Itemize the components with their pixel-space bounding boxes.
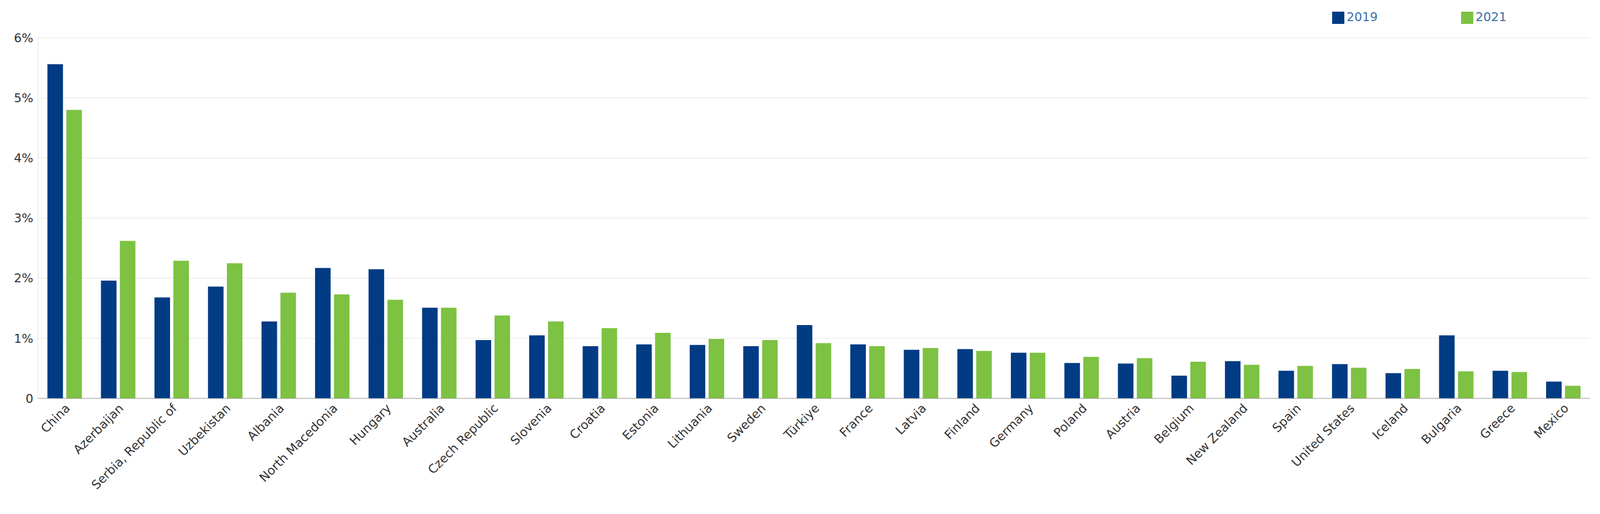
svg-text:Croatia: Croatia bbox=[566, 401, 608, 443]
svg-text:6%: 6% bbox=[13, 31, 34, 46]
svg-text:Estonia: Estonia bbox=[619, 401, 662, 443]
svg-text:New Zealand: New Zealand bbox=[1183, 401, 1251, 468]
svg-text:North Macedonia: North Macedonia bbox=[256, 401, 341, 485]
svg-text:Belgium: Belgium bbox=[1151, 401, 1197, 447]
svg-text:Azerbaijan: Azerbaijan bbox=[70, 401, 127, 457]
svg-text:Spain: Spain bbox=[1269, 401, 1304, 436]
svg-text:United States: United States bbox=[1288, 401, 1358, 470]
svg-text:France: France bbox=[836, 401, 876, 440]
svg-text:2%: 2% bbox=[13, 271, 34, 286]
svg-text:Austria: Austria bbox=[1102, 401, 1144, 442]
html-text:2021: 2021 bbox=[1475, 10, 1507, 24]
svg-text:Mexico: Mexico bbox=[1531, 401, 1572, 442]
svg-text:Türkiye: Türkiye bbox=[780, 401, 822, 443]
svg-text:China: China bbox=[38, 401, 73, 436]
svg-text:1%: 1% bbox=[13, 331, 34, 346]
svg-text:Finland: Finland bbox=[941, 401, 983, 442]
svg-text:Iceland: Iceland bbox=[1369, 401, 1412, 443]
svg-text:Bulgaria: Bulgaria bbox=[1418, 401, 1465, 447]
svg-text:Lithuania: Lithuania bbox=[665, 401, 716, 452]
svg-text:Uzbekistan: Uzbekistan bbox=[175, 401, 234, 460]
svg-text:Sweden: Sweden bbox=[724, 401, 769, 446]
svg-text:Germany: Germany bbox=[986, 401, 1036, 451]
svg-text:Czech Republic: Czech Republic bbox=[425, 401, 501, 477]
svg-text:5%: 5% bbox=[13, 91, 34, 106]
svg-text:Australia: Australia bbox=[399, 401, 447, 450]
svg-text:Serbia, Republic of: Serbia, Republic of bbox=[88, 400, 181, 492]
svg-text:Slovenia: Slovenia bbox=[507, 401, 555, 448]
svg-text:3%: 3% bbox=[13, 211, 34, 226]
svg-text:0: 0 bbox=[25, 391, 34, 406]
svg-text:Latvia: Latvia bbox=[893, 401, 930, 438]
svg-text:Hungary: Hungary bbox=[346, 401, 394, 448]
svg-text:4%: 4% bbox=[13, 151, 34, 166]
svg-text:Greece: Greece bbox=[1477, 401, 1518, 442]
svg-text:Poland: Poland bbox=[1050, 401, 1090, 441]
svg-text:Albania: Albania bbox=[244, 401, 287, 444]
html-text:2019: 2019 bbox=[1346, 10, 1378, 24]
